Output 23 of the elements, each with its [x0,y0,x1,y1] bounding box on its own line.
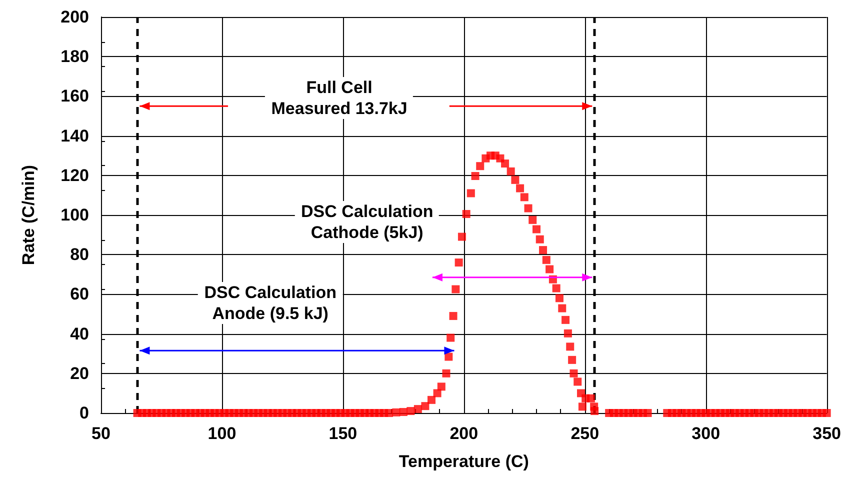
y-tick-label: 160 [60,86,89,106]
x-axis-title: Temperature (C) [398,452,529,471]
x-tick-label: 300 [692,424,720,443]
x-tick-label: 150 [328,424,358,443]
x-tick-label: 50 [92,424,110,443]
annotation: DSC Calculation Cathode (5kJ) [295,200,440,243]
y-tick-label: 200 [60,8,89,26]
y-tick-label: 0 [80,404,89,422]
x-tick-label: 350 [812,424,842,443]
y-tick-label: 100 [60,206,89,224]
y-tick-label: 120 [60,166,89,185]
x-tick-label: 100 [208,424,236,443]
x-tick-label: 200 [450,424,478,443]
y-axis-title: Rate (C/min) [19,164,38,266]
y-tick-label: 40 [70,324,89,344]
y-tick-label: 180 [60,47,89,66]
annotation: DSC Calculation Anode (9.5 kJ) [198,282,342,324]
y-tick-label: 140 [60,126,89,146]
y-tick-label: 60 [70,284,89,304]
x-tick-label: 250 [570,424,600,443]
annotation: Full Cell Measured 13.7kJ [265,77,414,120]
y-tick-label: 80 [70,245,89,264]
y-tick-label: 20 [70,364,89,383]
